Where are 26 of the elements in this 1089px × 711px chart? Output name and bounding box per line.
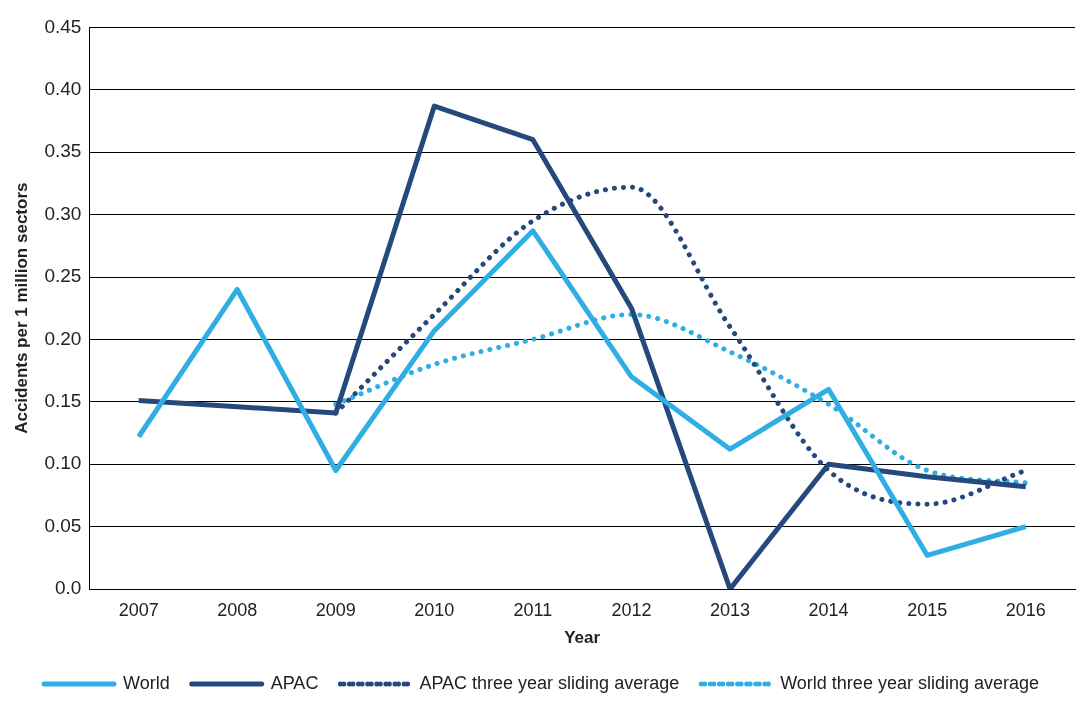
x-tick-label: 2007 bbox=[118, 599, 159, 620]
x-axis-title: Year bbox=[564, 628, 601, 648]
y-tick-label: 0.40 bbox=[44, 78, 82, 100]
y-tick-label: 0.35 bbox=[44, 140, 82, 162]
legend-label: APAC three year sliding average bbox=[419, 672, 680, 693]
y-tick-label: 0.05 bbox=[44, 514, 82, 536]
x-tick-label: 2010 bbox=[414, 599, 455, 620]
x-tick-label: 2008 bbox=[217, 599, 258, 620]
y-tick-label: 0.15 bbox=[44, 390, 82, 412]
x-tick-label: 2011 bbox=[513, 599, 553, 620]
y-tick-label: 0.30 bbox=[44, 202, 82, 224]
y-tick-label: 0.25 bbox=[44, 265, 82, 287]
y-axis-title: Accidents per 1 million sectors bbox=[11, 182, 31, 434]
y-tick-label: 0.0 bbox=[54, 577, 82, 599]
x-tick-label: 2015 bbox=[907, 599, 948, 620]
x-tick-label: 2012 bbox=[611, 599, 652, 620]
legend-label: World three year sliding average bbox=[780, 672, 1039, 693]
legend-label: APAC bbox=[270, 672, 319, 693]
x-tick-label: 2014 bbox=[808, 599, 849, 620]
x-tick-label: 2009 bbox=[315, 599, 356, 620]
y-tick-label: 0.45 bbox=[44, 15, 82, 37]
x-tick-label: 2013 bbox=[710, 599, 751, 620]
legend-label: World bbox=[123, 672, 170, 693]
y-tick-label: 0.20 bbox=[44, 327, 82, 349]
x-tick-label: 2016 bbox=[1005, 599, 1046, 620]
y-tick-label: 0.10 bbox=[44, 452, 82, 474]
